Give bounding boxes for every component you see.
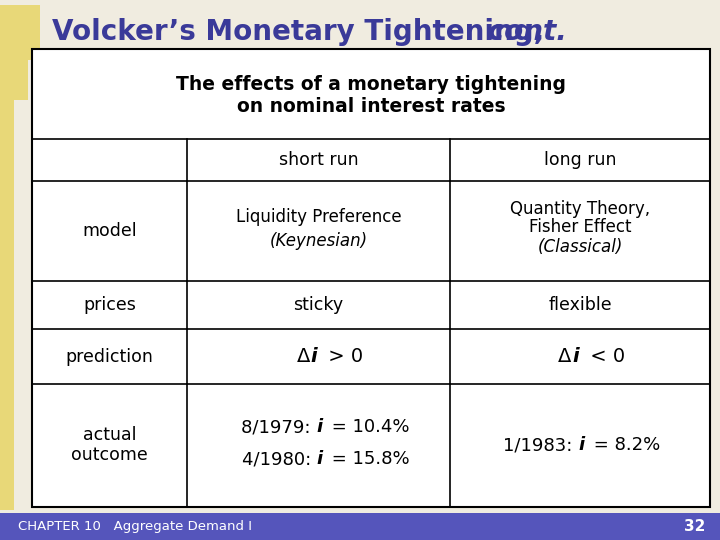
Text: i: i <box>317 418 323 436</box>
Text: The effects of a monetary tightening: The effects of a monetary tightening <box>176 75 566 93</box>
Text: Δ: Δ <box>297 347 310 366</box>
Text: < 0: < 0 <box>584 347 625 366</box>
Text: = 10.4%: = 10.4% <box>326 418 410 436</box>
Text: Fisher Effect: Fisher Effect <box>528 218 631 236</box>
Text: prediction: prediction <box>66 348 153 366</box>
Text: Volcker’s Monetary Tightening,: Volcker’s Monetary Tightening, <box>52 18 544 46</box>
Text: long run: long run <box>544 151 616 169</box>
Text: outcome: outcome <box>71 447 148 464</box>
Bar <box>0 60 28 100</box>
Bar <box>32 49 710 507</box>
Text: Liquidity Preference: Liquidity Preference <box>235 208 401 226</box>
Text: 4/1980:: 4/1980: <box>241 450 317 469</box>
Text: CHAPTER 10   Aggregate Demand I: CHAPTER 10 Aggregate Demand I <box>18 520 252 533</box>
Bar <box>0 5 40 60</box>
Text: 32: 32 <box>683 519 705 534</box>
Bar <box>0 513 720 540</box>
Text: > 0: > 0 <box>323 347 364 366</box>
Text: i: i <box>317 450 323 469</box>
Text: = 15.8%: = 15.8% <box>326 450 410 469</box>
Text: i: i <box>310 347 317 366</box>
Text: 1/1983:: 1/1983: <box>503 436 578 455</box>
Text: (Classical): (Classical) <box>537 238 623 256</box>
Bar <box>0 100 14 510</box>
Text: Quantity Theory,: Quantity Theory, <box>510 200 650 218</box>
Text: i: i <box>578 436 584 455</box>
Text: (Keynesian): (Keynesian) <box>269 232 368 250</box>
Text: prices: prices <box>83 296 136 314</box>
Text: = 8.2%: = 8.2% <box>588 436 660 455</box>
Text: i: i <box>572 347 579 366</box>
Text: 8/1979:: 8/1979: <box>241 418 317 436</box>
Text: actual: actual <box>83 427 136 444</box>
Text: model: model <box>82 222 137 240</box>
Text: sticky: sticky <box>294 296 343 314</box>
Text: Δ: Δ <box>558 347 572 366</box>
Text: flexible: flexible <box>548 296 612 314</box>
Text: on nominal interest rates: on nominal interest rates <box>237 97 505 116</box>
Text: short run: short run <box>279 151 359 169</box>
Text: cont.: cont. <box>478 18 567 46</box>
